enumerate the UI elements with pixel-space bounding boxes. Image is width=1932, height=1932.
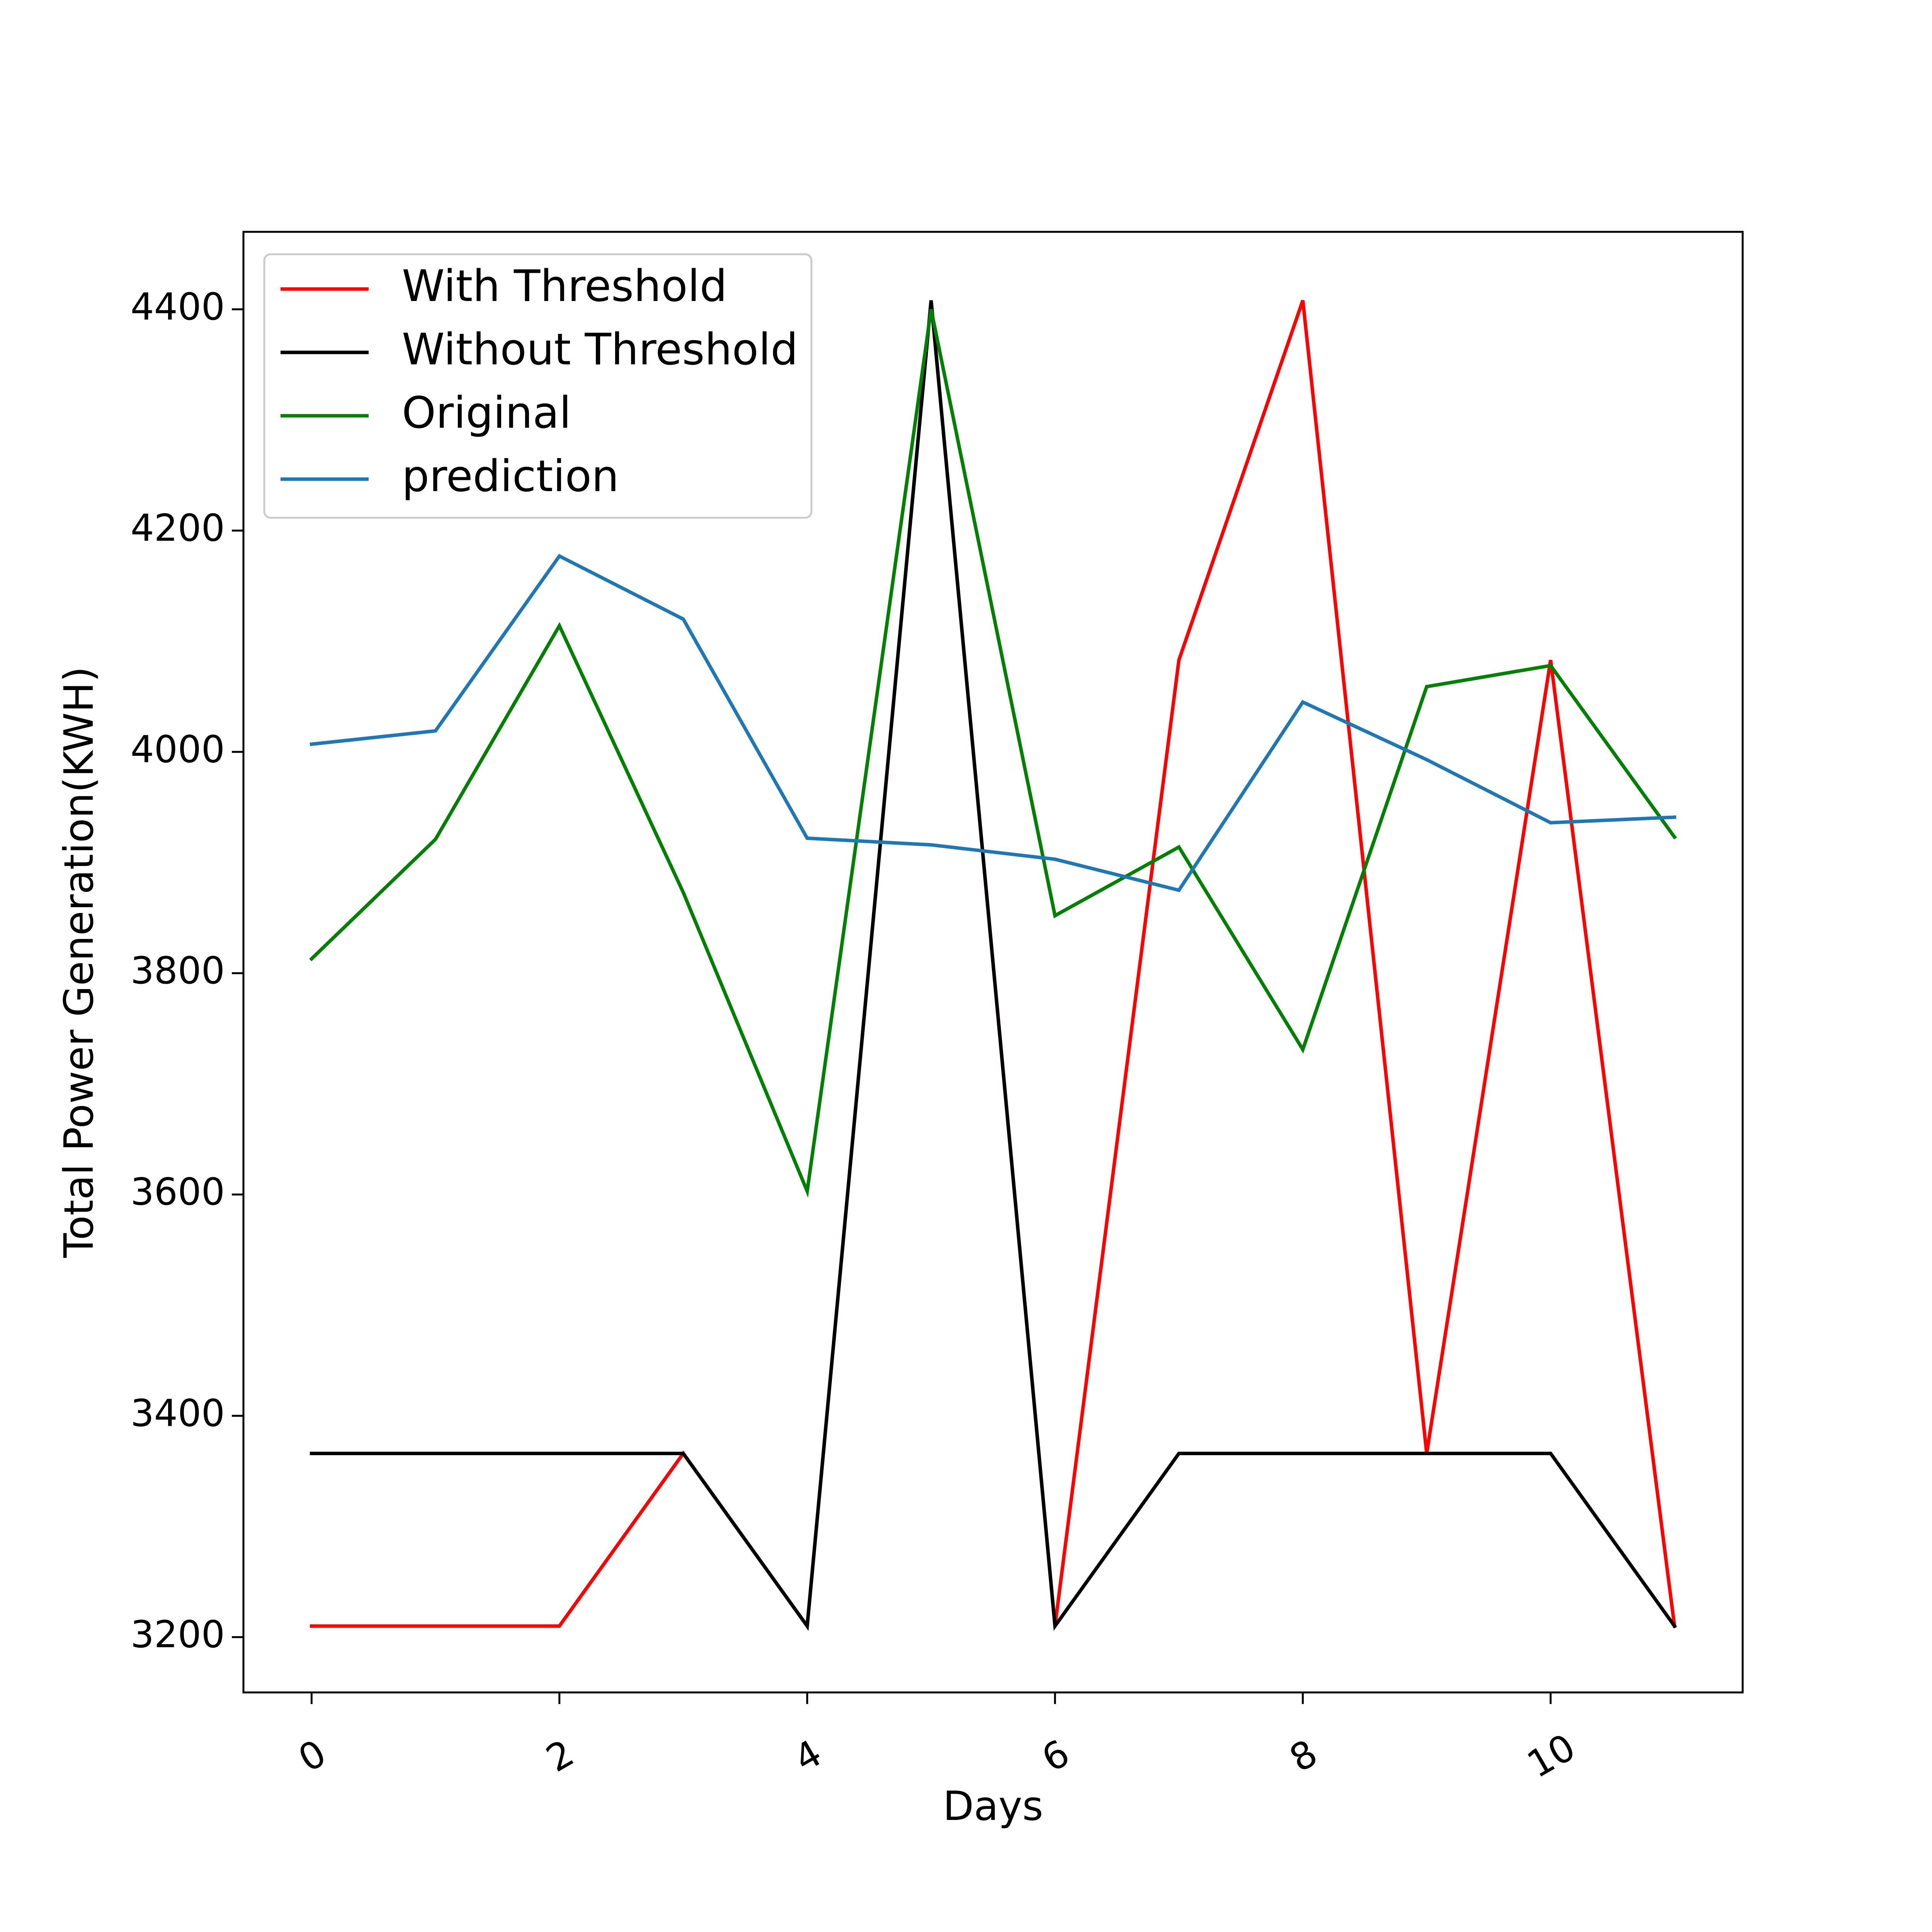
x-axis-label: Days bbox=[943, 1782, 1043, 1830]
y-tick-label: 3600 bbox=[131, 1170, 225, 1214]
legend-label-0: With Threshold bbox=[402, 261, 727, 311]
legend: With Threshold Without Threshold Original p… bbox=[263, 253, 813, 519]
series-line-3 bbox=[310, 554, 1677, 893]
y-axis-ticks: 3200 3400 3600 3800 4000 4200 4400 bbox=[131, 285, 243, 1656]
y-tick-label: 4200 bbox=[131, 507, 225, 550]
plot-area-frame bbox=[242, 231, 1744, 1694]
y-tick-label: 3400 bbox=[131, 1391, 225, 1435]
y-tick-label: 3200 bbox=[131, 1613, 225, 1656]
y-tick-label: 4400 bbox=[131, 285, 225, 328]
legend-label-3: prediction bbox=[402, 451, 619, 502]
y-tick-label: 3800 bbox=[131, 949, 225, 992]
y-tick-label: 4000 bbox=[131, 728, 225, 771]
y-axis-label: Total Power Generation(KWH) bbox=[55, 667, 102, 1258]
series-line-2 bbox=[309, 309, 1677, 1198]
legend-label-1: Without Threshold bbox=[402, 325, 798, 375]
legend-label-2: Original bbox=[402, 388, 571, 438]
legend-frame bbox=[263, 253, 813, 519]
series-line-1 bbox=[310, 300, 1677, 1631]
series-layer bbox=[309, 300, 1677, 1631]
